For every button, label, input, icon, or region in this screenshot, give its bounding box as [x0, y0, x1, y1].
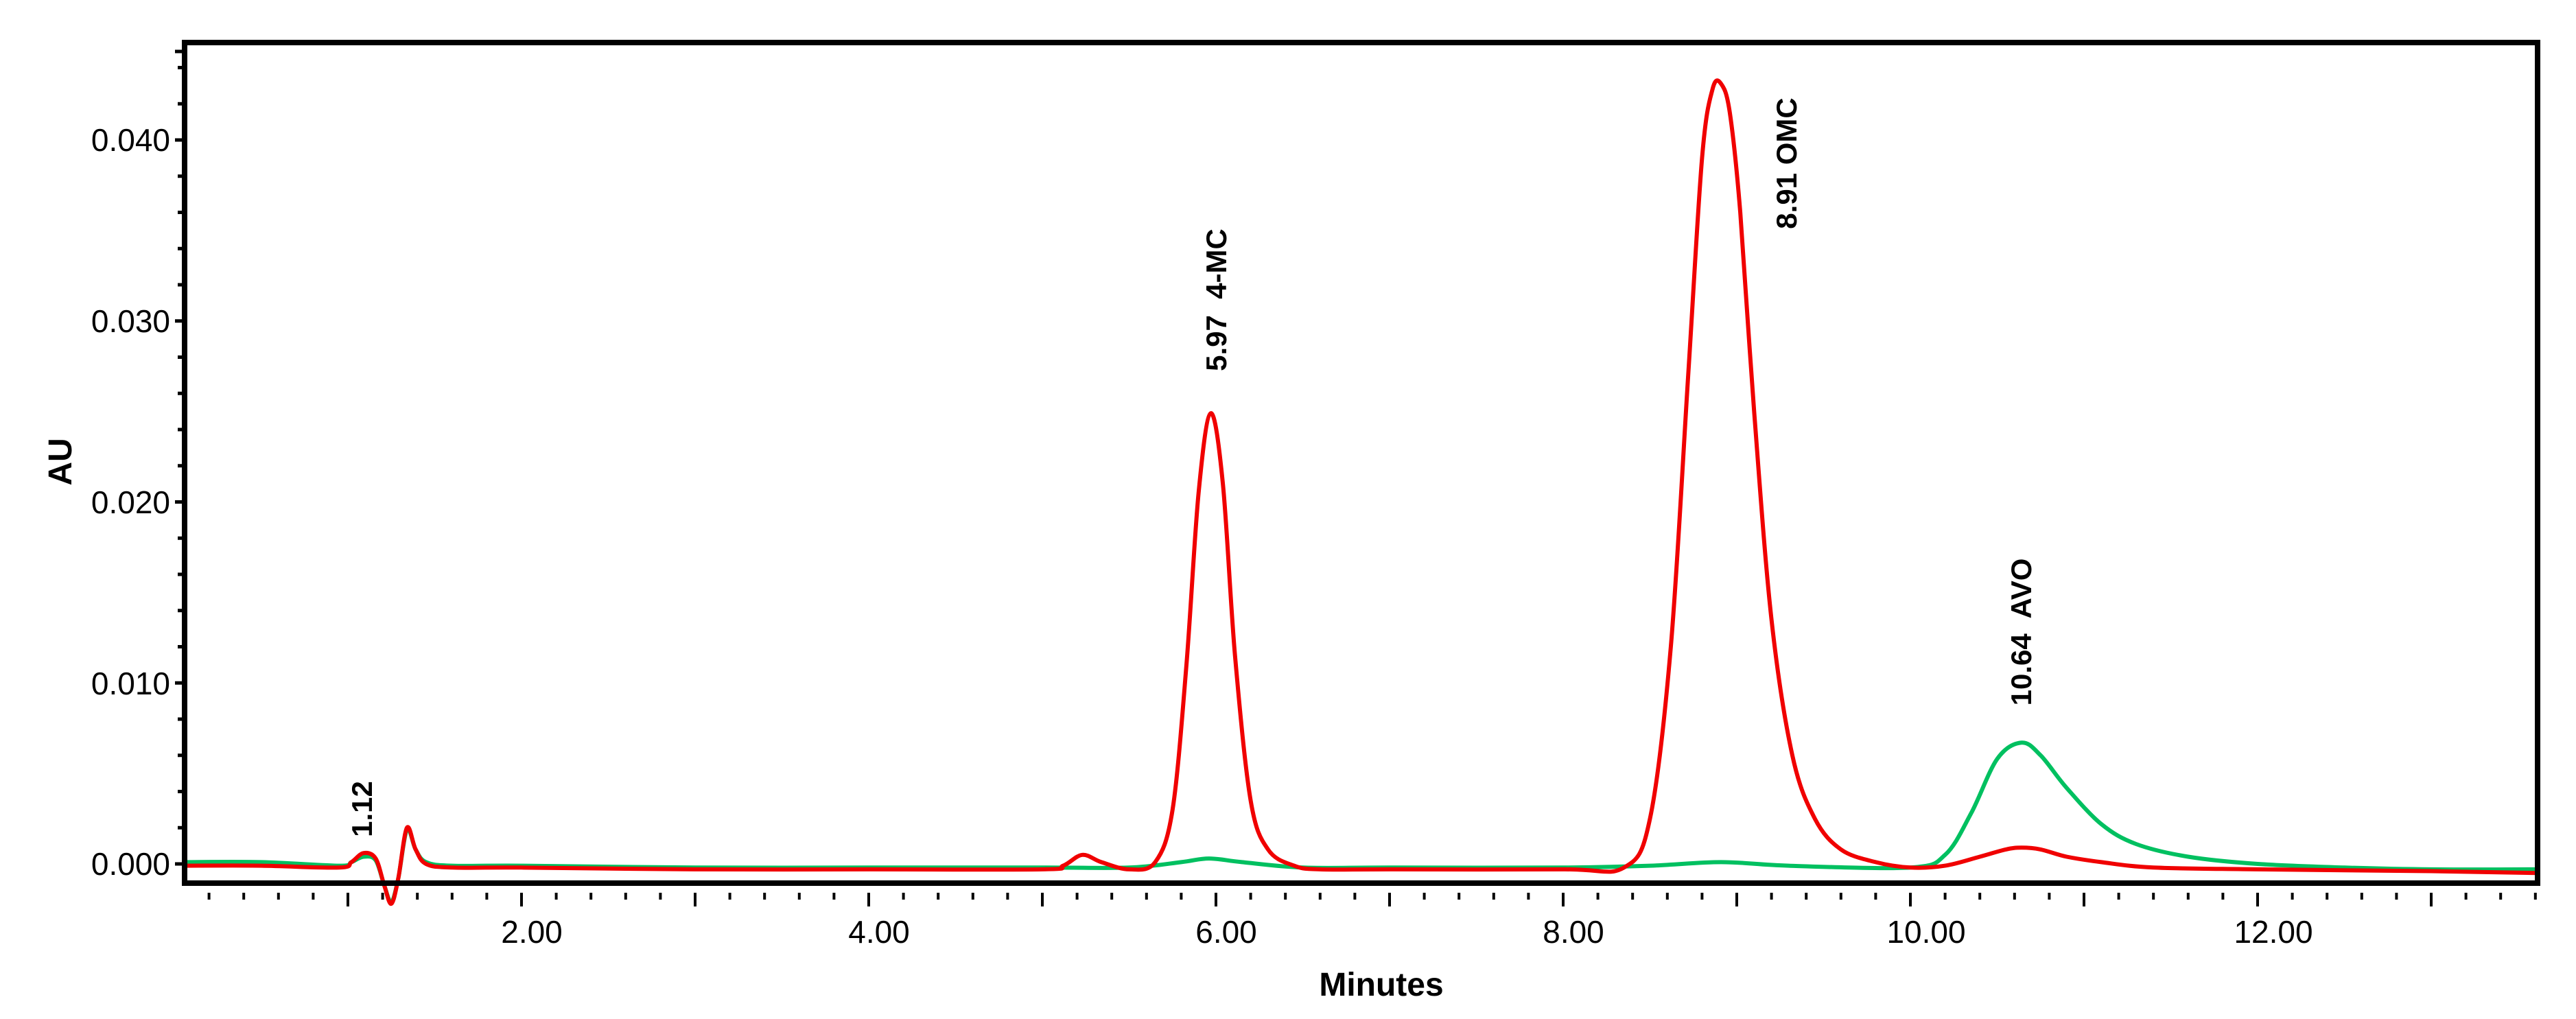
x-axis-ticks [207, 893, 2537, 906]
x-tick-label: 12.00 [2234, 914, 2312, 950]
peak-label-omc: 8.91 OMC [1770, 97, 1803, 229]
y-tick-label: 0.030 [91, 303, 170, 339]
x-axis-tick-labels: 2.00 4.00 6.00 8.00 10.00 12.00 [501, 914, 2312, 950]
x-tick-label: 10.00 [1886, 914, 1965, 950]
plot-frame [182, 40, 2540, 886]
red-trace-line [183, 78, 2540, 906]
x-tick-label: 4.00 [848, 914, 910, 950]
x-tick-label: 2.00 [501, 914, 563, 950]
peak-annotations: 1.12 5.97 4-MC 8.91 OMC 10.64 AVO [346, 97, 2037, 837]
y-tick-label: 0.020 [91, 484, 170, 520]
peak-label-1-12: 1.12 [346, 781, 378, 837]
peak-label-4-mc: 5.97 4-MC [1200, 229, 1232, 371]
x-tick-label: 6.00 [1195, 914, 1257, 950]
y-axis-title: AU [43, 438, 79, 485]
peak-label-avo: 10.64 AVO [2005, 559, 2037, 706]
y-axis-ticks [175, 49, 185, 866]
y-axis-tick-labels: 0.000 0.010 0.020 0.030 0.040 [91, 122, 170, 882]
x-tick-label: 8.00 [1543, 914, 1604, 950]
y-tick-label: 0.000 [91, 846, 170, 882]
y-tick-label: 0.010 [91, 666, 170, 701]
series-layer [183, 78, 2540, 906]
y-tick-label: 0.040 [91, 122, 170, 158]
x-axis-title: Minutes [1319, 967, 1443, 1003]
